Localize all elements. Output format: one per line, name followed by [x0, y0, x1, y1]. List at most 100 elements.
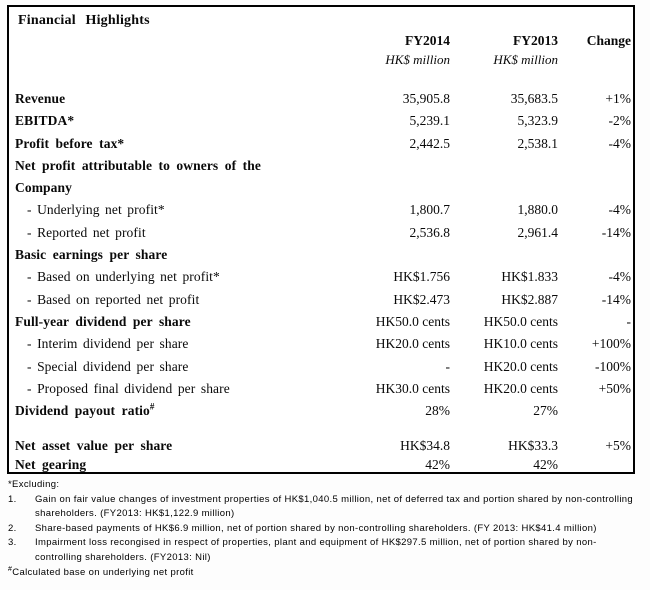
- row-label: - Based on underlying net profit*: [27, 269, 220, 285]
- fy2014-value: HK20.0 cents: [375, 336, 450, 352]
- row-label: Revenue: [15, 91, 66, 106]
- fy2013-value: 35,683.5: [510, 91, 558, 106]
- calculation-note-text: Calculated base on underlying net profit: [12, 566, 194, 578]
- change-value: [558, 244, 633, 266]
- table-row: Net gearing 42% 42%: [9, 456, 633, 472]
- fy2014-value: [330, 177, 450, 199]
- footnotes: *Excluding: 1. Gain on fair value change…: [8, 478, 642, 580]
- fy2013-value: HK50.0 cents: [483, 313, 558, 329]
- calculation-note: #Calculated base on underlying net profi…: [8, 565, 642, 581]
- fy2013-value: [450, 244, 558, 266]
- row-label: Profit before tax*: [15, 135, 125, 151]
- fy2013-value: 27%: [533, 403, 558, 419]
- footnote-items: 1. Gain on fair value changes of investm…: [8, 493, 642, 566]
- change-value: -14%: [601, 291, 631, 307]
- fy2014-value: 28%: [425, 403, 450, 419]
- header-gap: [9, 69, 633, 88]
- fy2014-value: HK$1.756: [393, 269, 450, 285]
- change-value: [558, 177, 633, 199]
- fy2014-value: 2,536.8: [409, 224, 451, 240]
- column-header-spacer: [9, 31, 330, 51]
- change-value: [558, 155, 633, 177]
- fy2013-value: HK10.0 cents: [483, 336, 558, 352]
- fy2013-value: 2,538.1: [517, 135, 559, 151]
- footnote-item: 1. Gain on fair value changes of investm…: [8, 493, 642, 522]
- label-superscript: #: [149, 401, 155, 412]
- table-row: - Proposed final dividend per share HK30…: [9, 378, 633, 400]
- row-label: Dividend payout ratio#: [15, 401, 155, 419]
- unit-row: HK$ million HK$ million: [9, 51, 633, 69]
- footnote-number: 2.: [8, 522, 17, 534]
- row-spacer: [9, 422, 633, 435]
- change-value: -100%: [595, 358, 631, 374]
- fy2014-value: [330, 155, 450, 177]
- change-value: -4%: [608, 202, 632, 218]
- excluding-label: *Excluding:: [8, 479, 60, 490]
- table-row: EBITDA* 5,239.1 5,323.9 -2%: [9, 110, 633, 132]
- footnote-item: 3. Impairment loss recongised in respect…: [8, 536, 642, 565]
- column-header-change: Change: [586, 33, 631, 48]
- table-row: Profit before tax* 2,442.5 2,538.1 -4%: [9, 133, 633, 155]
- row-label: EBITDA*: [15, 113, 75, 129]
- change-value: -14%: [601, 224, 631, 240]
- table-row: Revenue 35,905.8 35,683.5 +1%: [9, 88, 633, 110]
- table-row: - Special dividend per share - HK20.0 ce…: [9, 356, 633, 378]
- fy2014-value: 35,905.8: [402, 91, 450, 106]
- fy2013-value: 2,961.4: [517, 224, 559, 240]
- fy2014-value: 42%: [425, 456, 450, 472]
- hash-superscript: #: [8, 565, 13, 573]
- change-value: +1%: [605, 91, 631, 106]
- row-label: - Reported net profit: [27, 224, 146, 240]
- unit-label-fy2014: HK$ million: [385, 52, 450, 67]
- change-value: -4%: [608, 135, 632, 151]
- fy2014-value: 1,800.7: [409, 202, 451, 218]
- fy2013-value: 5,323.9: [517, 113, 559, 129]
- financial-highlights-table: Financial Highlights FY2014 FY2013 Chang…: [7, 5, 635, 474]
- change-value: -: [626, 313, 632, 329]
- change-value: +100%: [591, 336, 631, 352]
- footnote-text: Share-based payments of HK$6.9 million, …: [35, 522, 597, 534]
- column-header-fy2014: FY2014: [405, 33, 450, 48]
- row-label: Net asset value per share: [15, 438, 173, 454]
- row-label: Net gearing: [15, 456, 87, 472]
- table-row: - Based on reported net profit HK$2.473 …: [9, 289, 633, 311]
- fy2013-value: 1,880.0: [517, 202, 559, 218]
- row-label: Company: [15, 180, 72, 196]
- row-label: - Special dividend per share: [27, 358, 189, 374]
- fy2013-value: HK$1.833: [501, 269, 558, 285]
- change-value: [558, 458, 633, 472]
- fy2013-value: HK$33.3: [508, 438, 558, 454]
- table-title: Financial Highlights: [18, 13, 150, 28]
- row-label: - Interim dividend per share: [27, 336, 189, 352]
- fy2014-value: [330, 244, 450, 266]
- row-label: - Proposed final dividend per share: [27, 380, 230, 396]
- unit-spacer: [9, 51, 330, 69]
- table-row: - Based on underlying net profit* HK$1.7…: [9, 266, 633, 288]
- table-row: Basic earnings per share: [9, 244, 633, 266]
- fy2013-value: 42%: [533, 456, 558, 472]
- row-label: - Underlying net profit*: [27, 202, 165, 218]
- table-body: Revenue 35,905.8 35,683.5 +1% EBITDA* 5,…: [9, 88, 633, 472]
- footnote-item: 2. Share-based payments of HK$6.9 millio…: [8, 522, 642, 537]
- fy2013-value: [450, 155, 558, 177]
- fy2014-value: HK$2.473: [393, 291, 450, 307]
- footnote-number: 1.: [8, 493, 17, 505]
- fy2014-value: -: [445, 358, 451, 374]
- change-value: +5%: [605, 438, 631, 454]
- row-label: Basic earnings per share: [15, 247, 168, 263]
- table-row: - Interim dividend per share HK20.0 cent…: [9, 333, 633, 355]
- footnote-text: Impairment loss recongised in respect of…: [35, 537, 597, 563]
- column-header-row: FY2014 FY2013 Change: [9, 31, 633, 51]
- table-row: Company: [9, 177, 633, 199]
- row-label: Net profit attributable to owners of the: [15, 157, 261, 173]
- fy2014-value: HK50.0 cents: [375, 313, 450, 329]
- table-row: Dividend payout ratio# 28% 27%: [9, 400, 633, 422]
- table-row: Net asset value per share HK$34.8 HK$33.…: [9, 435, 633, 457]
- unit-label-fy2013: HK$ million: [493, 52, 558, 67]
- fy2014-value: HK30.0 cents: [375, 380, 450, 396]
- fy2013-value: HK$2.887: [501, 291, 558, 307]
- footnote-number: 3.: [8, 537, 17, 549]
- fy2014-value: HK$34.8: [400, 438, 450, 454]
- change-value: [558, 400, 633, 422]
- table-row: - Reported net profit 2,536.8 2,961.4 -1…: [9, 222, 633, 244]
